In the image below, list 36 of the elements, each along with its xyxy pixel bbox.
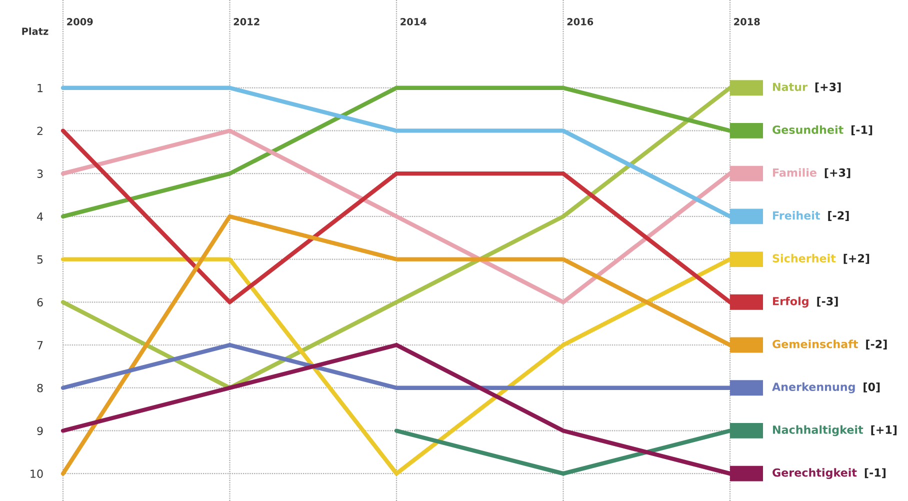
y-tick-label: 1 (38, 84, 43, 92)
series-label: Gerechtigkeit (772, 468, 857, 479)
text: [-2] (828, 211, 849, 221)
series-label: Natur (773, 82, 808, 92)
x-tick-label: 2009 (67, 18, 93, 26)
text: [+2] (844, 254, 870, 264)
y-tick-label: 8 (37, 384, 43, 392)
series-label: Gemeinschaft (772, 340, 858, 348)
y-tick-label: 10 (30, 470, 43, 478)
series-label: Gesundheit (772, 125, 844, 134)
series-label: Anerkennung (772, 382, 855, 394)
x-tick-label: 2014 (400, 18, 426, 26)
y-tick-label: 5 (37, 255, 43, 264)
y-tick-label: 3 (37, 170, 43, 178)
text: [+3] (824, 168, 850, 178)
x-tick-label: 2012 (234, 18, 260, 26)
y-tick-label: 7 (37, 341, 43, 350)
text: [+3] (815, 82, 841, 92)
y-tick-label: 6 (37, 298, 43, 307)
text: [-1] (852, 125, 872, 136)
series-label: Sicherheit (772, 254, 836, 263)
y-tick-label: 2 (37, 126, 42, 135)
text: [0] (864, 382, 880, 392)
series-label: Familie (773, 168, 816, 177)
text: [-2] (866, 340, 887, 350)
text: [+1] (871, 425, 897, 436)
y-axis-title: Platz (22, 27, 48, 35)
x-tick-label: 2018 (734, 18, 760, 26)
series-label: Nachhaltigkeit (773, 425, 864, 436)
text: [-1] (864, 468, 886, 478)
series-label: Erfolg (773, 296, 808, 308)
series-label: Freiheit (773, 211, 820, 220)
y-tick-label: 4 (37, 212, 43, 221)
x-tick-label: 2016 (567, 18, 594, 26)
text: [-3] (817, 296, 838, 307)
y-tick-label: 9 (37, 426, 43, 436)
